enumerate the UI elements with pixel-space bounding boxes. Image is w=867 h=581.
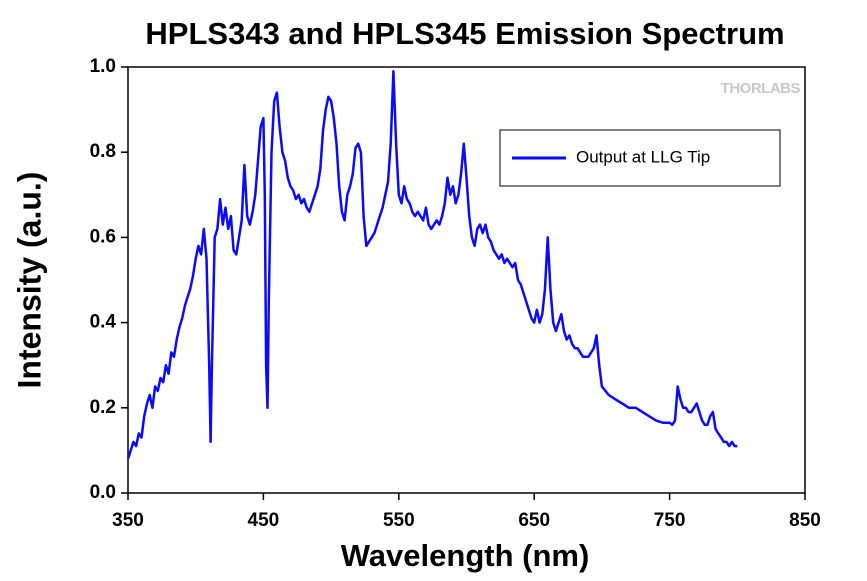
watermark: THORLABS: [721, 80, 801, 97]
y-tick-label: 0.4: [90, 312, 117, 333]
y-tick-label: 0.8: [90, 141, 116, 162]
legend-label: Output at LLG Tip: [576, 147, 710, 166]
x-tick-label: 350: [112, 510, 144, 531]
y-tick-label: 0.0: [90, 482, 116, 503]
x-tick-label: 650: [518, 510, 550, 531]
x-tick-label: 850: [789, 510, 821, 531]
plot-frame: [127, 66, 806, 494]
y-tick-label: 0.2: [90, 397, 116, 418]
series-line: [126, 70, 738, 460]
x-tick-label: 750: [654, 510, 686, 531]
y-axis-label: Intensity (a.u.): [11, 172, 47, 389]
y-tick-label: 1.0: [90, 56, 116, 77]
x-tick-label: 450: [248, 510, 280, 531]
x-axis-label: Wavelength (nm): [341, 538, 590, 573]
x-tick-label: 550: [383, 510, 415, 531]
y-tick-label: 0.6: [90, 226, 116, 247]
chart-title: HPLS343 and HPLS345 Emission Spectrum: [145, 16, 784, 51]
